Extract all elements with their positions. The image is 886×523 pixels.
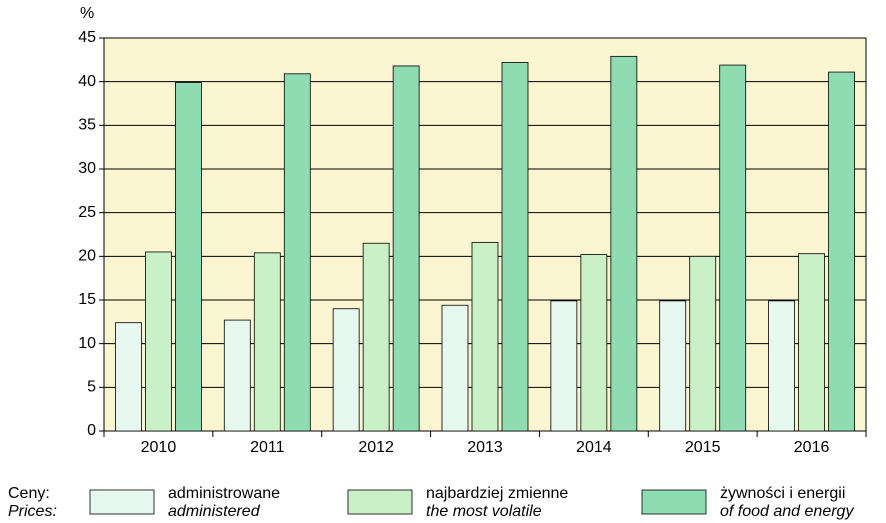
- bar: [798, 253, 825, 432]
- legend-title-en: Prices:: [8, 503, 57, 520]
- bar: [828, 71, 855, 432]
- legend-label: żywności i energii: [720, 485, 845, 502]
- bar: [689, 255, 717, 432]
- y-tick-label: 5: [87, 379, 96, 396]
- x-tick-label: 2014: [576, 439, 612, 456]
- bar: [441, 304, 469, 432]
- legend-swatch: [347, 489, 413, 515]
- bar: [175, 82, 202, 432]
- x-tick-label: 2015: [685, 439, 721, 456]
- bar: [501, 62, 529, 432]
- bar: [610, 55, 638, 432]
- bar: [283, 73, 311, 432]
- bar: [392, 65, 420, 432]
- bar: [768, 300, 795, 432]
- bar: [550, 300, 578, 432]
- x-tick-label: 2011: [250, 439, 285, 456]
- legend-swatch: [641, 489, 707, 515]
- bar: [115, 322, 142, 432]
- y-tick-label: 30: [78, 160, 96, 177]
- bar: [659, 300, 687, 432]
- y-axis-label: %: [80, 5, 94, 22]
- y-tick-label: 10: [78, 335, 96, 352]
- y-tick-label: 45: [78, 29, 96, 46]
- legend-label-en: of food and energy: [720, 503, 854, 520]
- y-tick-label: 25: [78, 204, 96, 221]
- bar: [471, 241, 499, 432]
- y-tick-label: 40: [78, 73, 96, 90]
- bar: [362, 242, 390, 432]
- y-tick-label: 20: [78, 248, 96, 265]
- bar: [253, 252, 281, 432]
- legend-swatch: [89, 489, 155, 515]
- legend-title: Ceny:: [8, 485, 50, 502]
- x-tick-label: 2016: [794, 439, 830, 456]
- legend-label: najbardziej zmienne: [426, 485, 568, 502]
- bar: [332, 308, 360, 432]
- legend-label: administrowane: [168, 485, 280, 502]
- y-tick-label: 35: [78, 117, 96, 134]
- x-tick-label: 2010: [141, 439, 177, 456]
- y-tick-label: 0: [87, 422, 96, 439]
- x-tick-label: 2012: [358, 439, 394, 456]
- legend-label-en: the most volatile: [426, 503, 542, 520]
- bar: [580, 254, 608, 432]
- x-tick-label: 2013: [467, 439, 503, 456]
- bar: [145, 251, 172, 432]
- legend-label-en: administered: [168, 503, 261, 520]
- bar: [223, 319, 251, 432]
- y-tick-label: 15: [78, 291, 96, 308]
- bar: [719, 64, 747, 432]
